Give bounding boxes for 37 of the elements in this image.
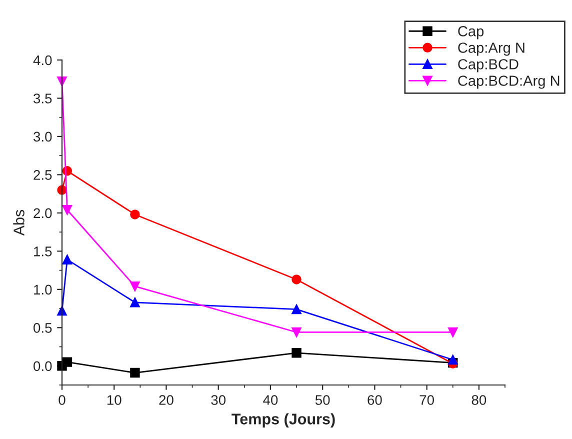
- point: [292, 327, 302, 338]
- point: [62, 357, 72, 367]
- y-tick-label: 3.0: [34, 132, 52, 142]
- x-tick-label: 40: [263, 395, 278, 405]
- x-tick-label: 0: [58, 395, 66, 405]
- legend-label: Cap:Arg N: [458, 42, 524, 56]
- x-tick-label: 70: [420, 395, 434, 405]
- point: [448, 327, 458, 338]
- y-tick-label: 0.5: [34, 322, 52, 333]
- point: [62, 254, 72, 264]
- x-tick-label: 50: [315, 395, 330, 405]
- y-tick-label: 0.0: [34, 361, 52, 372]
- point: [130, 210, 140, 220]
- point: [292, 274, 302, 284]
- x-tick-label: 60: [368, 395, 382, 405]
- y-axis-title: Abs: [13, 210, 24, 236]
- y-tick-label: 3.5: [34, 94, 52, 104]
- x-tick-label: 10: [107, 395, 122, 405]
- legend-label: Cap: [458, 26, 484, 40]
- legend-label: Cap:BCD: [458, 59, 518, 72]
- legend-label: Cap:BCD:Arg N: [458, 76, 560, 89]
- x-tick-label: 30: [211, 395, 226, 405]
- y-tick-label: 1.5: [34, 246, 52, 256]
- point: [62, 205, 72, 215]
- y-tick-label: 4.0: [33, 55, 52, 66]
- y-tick-label: 1.0: [34, 284, 52, 295]
- point: [292, 348, 302, 358]
- y-tick-label: 2.5: [34, 170, 52, 180]
- x-axis-title: Temps (Jours): [232, 413, 335, 428]
- point: [130, 368, 140, 378]
- point: [130, 298, 140, 308]
- point: [130, 281, 140, 292]
- x-tick-label: 20: [159, 395, 174, 405]
- point: [292, 304, 302, 314]
- y-tick-label: 2.0: [34, 208, 52, 218]
- point: [448, 354, 458, 365]
- x-tick-label: 80: [472, 395, 486, 405]
